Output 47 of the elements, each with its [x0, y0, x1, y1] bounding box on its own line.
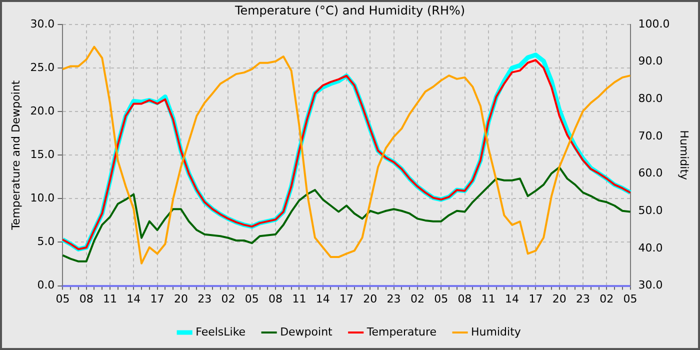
y2-axis-title: Humidity — [678, 130, 691, 181]
x-tick-label: 20 — [552, 292, 566, 306]
legend-label: Temperature — [366, 325, 437, 338]
x-tick-label: 23 — [386, 292, 401, 306]
y2-tick-label: 40.0 — [638, 241, 663, 254]
x-tick-label: 05 — [244, 292, 259, 306]
x-tick-label: 20 — [363, 292, 378, 306]
x-tick-label: 11 — [292, 292, 306, 306]
y2-tick-label: 50.0 — [638, 204, 663, 217]
x-tick-label: 05 — [434, 292, 448, 306]
chart-title: Temperature (°C) and Humidity (RH%) — [234, 3, 466, 18]
legend-label: Humidity — [471, 325, 522, 338]
y-tick-label: 20.0 — [30, 104, 55, 118]
x-tick-label: 02 — [410, 292, 424, 306]
y-tick-label: 5.0 — [37, 235, 55, 248]
y-axis-title: Temperature and Dewpoint — [9, 80, 22, 231]
x-tick-label: 14 — [126, 292, 141, 306]
x-tick-label: 02 — [600, 292, 614, 306]
y-tick-label: 15.0 — [30, 148, 55, 161]
x-tick-label: 08 — [268, 292, 283, 306]
y-tick-label: 10.0 — [30, 192, 55, 205]
x-tick-label: 08 — [458, 292, 472, 306]
x-tick-label: 23 — [198, 292, 212, 306]
x-tick-label: 14 — [505, 292, 520, 306]
y-tick-label: 0.0 — [37, 278, 55, 292]
legend-label: Dewpoint — [280, 325, 334, 338]
x-tick-label: 11 — [481, 292, 496, 306]
x-tick-label: 05 — [56, 292, 70, 306]
y2-tick-label: 80.0 — [638, 92, 663, 105]
x-tick-label: 17 — [150, 292, 164, 306]
x-tick-label: 08 — [79, 292, 94, 306]
y2-tick-label: 60.0 — [638, 166, 663, 180]
x-tick-label: 05 — [623, 292, 638, 306]
x-tick-label: 17 — [528, 292, 543, 306]
x-tick-label: 23 — [576, 292, 590, 306]
x-tick-label: 17 — [340, 292, 354, 306]
x-tick-label: 20 — [174, 292, 188, 306]
y-tick-label: 25.0 — [30, 60, 55, 74]
y2-tick-label: 90.0 — [638, 54, 663, 68]
x-tick-label: 14 — [316, 292, 330, 306]
x-tick-label: 02 — [221, 292, 236, 306]
legend-label: FeelsLike — [196, 325, 246, 338]
y-tick-label: 30.0 — [30, 17, 55, 30]
y2-tick-label: 30.0 — [638, 278, 663, 292]
x-tick-label: 11 — [102, 292, 117, 306]
y2-tick-label: 100.0 — [638, 17, 670, 30]
y2-tick-label: 70.0 — [638, 129, 663, 142]
